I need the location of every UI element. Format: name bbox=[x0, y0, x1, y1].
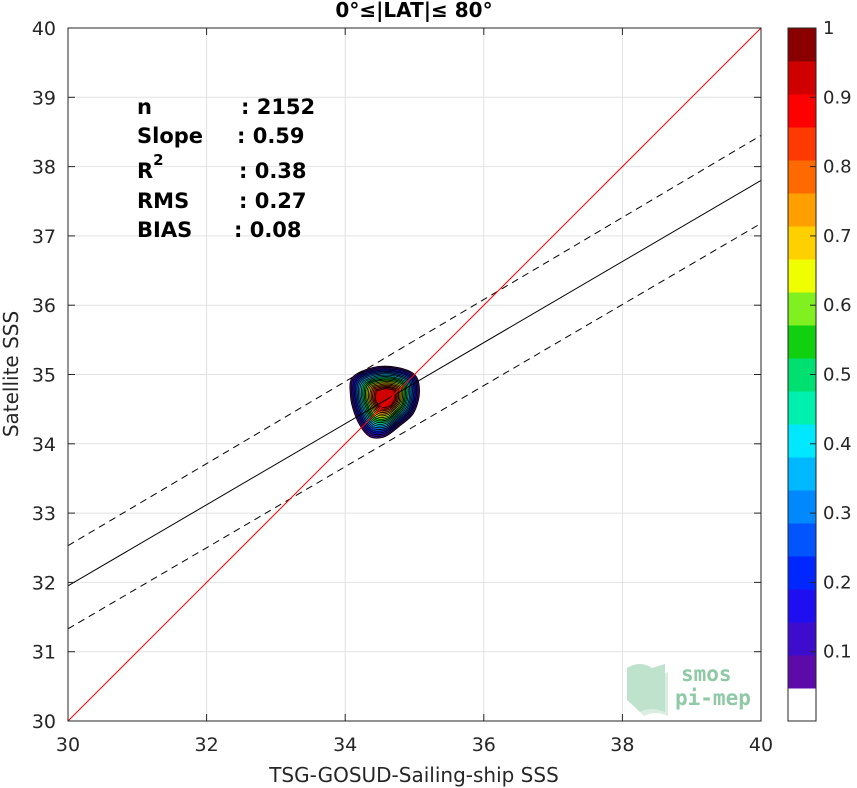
x-tick-label: 34 bbox=[333, 734, 357, 756]
stat-label: n bbox=[137, 95, 152, 119]
fit-lower-dashed-line bbox=[68, 222, 761, 630]
colorbar-segment bbox=[788, 490, 816, 524]
y-tick-label: 36 bbox=[32, 295, 56, 317]
colorbar-tick-label: 1 bbox=[823, 18, 834, 39]
stat-label: Slope bbox=[137, 124, 203, 148]
y-tick-label: 32 bbox=[32, 572, 56, 594]
stat-value: : 2152 bbox=[241, 95, 315, 119]
colorbar-segment bbox=[788, 424, 816, 458]
smos-pi-mep-logo: smos pi-mep bbox=[627, 662, 751, 716]
identity-line bbox=[68, 28, 761, 721]
logo-line1: smos bbox=[681, 662, 732, 686]
colorbar-segment bbox=[788, 61, 816, 95]
colorbar-segment bbox=[788, 292, 816, 326]
colorbar-tick-label: 0.6 bbox=[823, 295, 852, 316]
stat-value: : 0.59 bbox=[237, 124, 305, 148]
y-tick-label: 30 bbox=[32, 711, 56, 733]
colorbar-segment bbox=[788, 589, 816, 623]
colorbar-tick-label: 0.2 bbox=[823, 572, 852, 593]
fit-upper-dashed-line bbox=[68, 134, 761, 547]
colorbar-segment bbox=[788, 457, 816, 491]
y-tick-label: 35 bbox=[32, 365, 56, 387]
logo-line2: pi-mep bbox=[675, 686, 751, 710]
y-tick-label: 37 bbox=[32, 226, 56, 248]
colorbar-segment bbox=[788, 127, 816, 161]
y-tick-label: 34 bbox=[32, 434, 56, 456]
colorbar-segment bbox=[788, 622, 816, 656]
colorbar-segment bbox=[788, 259, 816, 293]
stat-value: : 0.27 bbox=[239, 189, 307, 213]
colorbar-tick-label: 0.9 bbox=[823, 87, 852, 108]
stat-value: : 0.08 bbox=[234, 218, 302, 242]
x-tick-label: 36 bbox=[472, 734, 496, 756]
y-tick-label: 31 bbox=[32, 642, 56, 664]
colorbar-tick-label: 0.8 bbox=[823, 157, 852, 178]
x-axis-title: TSG-GOSUD-Sailing-ship SSS bbox=[268, 763, 559, 787]
y-axis-title: Satellite SSS bbox=[0, 311, 23, 437]
y-tick-label: 39 bbox=[32, 87, 56, 109]
colorbar-segment bbox=[788, 391, 816, 425]
colorbar-tick-label: 0.4 bbox=[823, 434, 852, 455]
stat-label: BIAS bbox=[137, 218, 192, 242]
colorbar-segment bbox=[788, 160, 816, 194]
y-tick-label: 40 bbox=[32, 18, 56, 40]
grid bbox=[68, 28, 761, 721]
colorbar: 0.1 0.2 0.3 0.4 0.5 0.6 0.7 0.8 0.9 1 bbox=[787, 18, 852, 722]
stat-label: RMS bbox=[137, 189, 189, 213]
colorbar-segment bbox=[788, 325, 816, 359]
x-tick-label: 32 bbox=[195, 734, 219, 756]
stat-value: : 0.38 bbox=[239, 159, 307, 183]
fit-line bbox=[68, 180, 761, 587]
colorbar-segment bbox=[788, 655, 816, 689]
chart-title: 0°≤|LAT|≤ 80° bbox=[335, 0, 492, 22]
colorbar-segment bbox=[788, 523, 816, 557]
colorbar-tick-label: 0.5 bbox=[823, 365, 852, 386]
colorbar-segment bbox=[788, 94, 816, 128]
y-tick-label: 38 bbox=[32, 157, 56, 179]
colorbar-segment bbox=[788, 193, 816, 227]
colorbar-segment bbox=[788, 688, 816, 722]
colorbar-segment bbox=[788, 28, 816, 62]
colorbar-tick-label: 0.3 bbox=[823, 503, 852, 524]
x-tick-label: 38 bbox=[610, 734, 634, 756]
colorbar-segment bbox=[788, 226, 816, 260]
x-tick-label: 30 bbox=[56, 734, 80, 756]
colorbar-tick-label: 0.7 bbox=[823, 226, 852, 247]
colorbar-tick-label: 0.1 bbox=[823, 642, 852, 663]
stat-label-superscript: 2 bbox=[153, 151, 163, 169]
x-tick-label: 40 bbox=[749, 734, 773, 756]
y-tick-label: 33 bbox=[32, 503, 56, 525]
colorbar-segment bbox=[788, 556, 816, 590]
